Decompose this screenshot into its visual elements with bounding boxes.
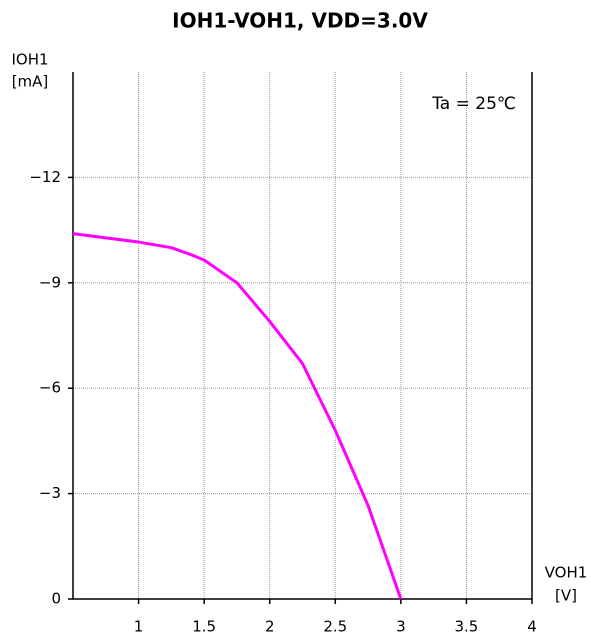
y-tick-label: 0 <box>51 590 61 608</box>
axes <box>72 72 533 600</box>
annotation: Ta = 25℃ <box>431 94 516 114</box>
x-tick-label: 4 <box>527 618 537 634</box>
y-axis-unit: [mA] <box>12 73 49 91</box>
x-axis-unit: [V] <box>555 587 577 605</box>
x-tick-label: 2 <box>265 618 275 634</box>
y-tick-label: −3 <box>39 484 61 502</box>
x-tick-label: 3 <box>396 618 406 634</box>
chart-title: IOH1-VOH1, VDD=3.0V <box>172 9 428 33</box>
y-tick-label: −9 <box>39 273 61 291</box>
y-tick-label: −6 <box>39 379 61 397</box>
y-axis-label: IOH1 <box>11 51 48 69</box>
x-tick-label: 2.5 <box>323 618 347 634</box>
x-tick-label: 1.5 <box>192 618 216 634</box>
x-tick-label: 1 <box>134 618 144 634</box>
data-line <box>72 232 403 600</box>
y-tick-label: −12 <box>29 168 61 186</box>
x-tick-label: 3.5 <box>454 618 478 634</box>
x-axis-label: VOH1 <box>545 564 588 582</box>
